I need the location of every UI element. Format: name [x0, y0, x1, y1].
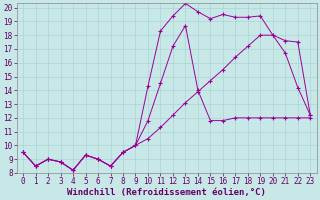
X-axis label: Windchill (Refroidissement éolien,°C): Windchill (Refroidissement éolien,°C): [67, 188, 266, 197]
